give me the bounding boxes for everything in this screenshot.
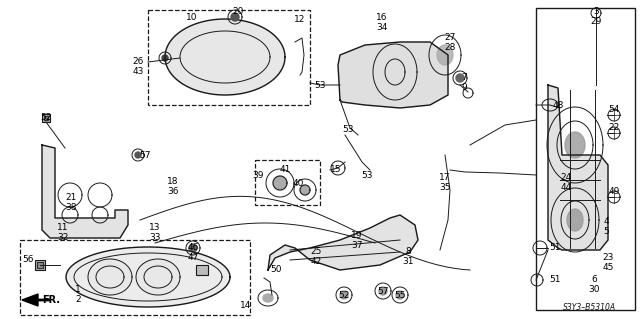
Text: 50: 50	[270, 265, 282, 275]
Bar	[255, 160, 320, 205]
Text: 11: 11	[57, 224, 68, 233]
Polygon shape	[340, 291, 348, 299]
Text: 57: 57	[377, 286, 388, 295]
Text: 4: 4	[603, 218, 609, 226]
Text: 53: 53	[342, 125, 354, 135]
Text: 8: 8	[405, 248, 411, 256]
Polygon shape	[268, 215, 418, 270]
Text: 29: 29	[590, 18, 602, 26]
Polygon shape	[338, 42, 448, 108]
Text: 40: 40	[292, 179, 304, 188]
Text: 45: 45	[602, 263, 614, 272]
Text: 9: 9	[461, 84, 467, 93]
Text: 16: 16	[376, 13, 388, 23]
Text: S3Y3–B5310A: S3Y3–B5310A	[563, 303, 616, 313]
Text: 57: 57	[140, 151, 151, 160]
Text: 39: 39	[252, 170, 264, 180]
Text: 33: 33	[149, 233, 161, 241]
Polygon shape	[231, 13, 239, 21]
Text: 31: 31	[403, 256, 413, 265]
Text: FR.: FR.	[42, 295, 60, 305]
Text: 52: 52	[339, 291, 349, 300]
Bar	[35, 260, 45, 270]
Polygon shape	[66, 247, 230, 307]
Text: 3: 3	[593, 8, 599, 17]
Text: 21: 21	[65, 194, 77, 203]
Text: 43: 43	[132, 66, 144, 76]
Polygon shape	[300, 185, 310, 195]
Text: 22: 22	[609, 123, 620, 132]
Text: 55: 55	[394, 291, 406, 300]
Polygon shape	[136, 259, 180, 295]
Bar	[42, 114, 50, 122]
Text: 13: 13	[149, 224, 161, 233]
Text: 14: 14	[240, 300, 252, 309]
Text: 35: 35	[439, 182, 451, 191]
Text: 24: 24	[561, 174, 572, 182]
Bar	[44, 116, 48, 120]
Text: 5: 5	[603, 227, 609, 236]
Polygon shape	[189, 244, 197, 252]
Text: 28: 28	[444, 42, 456, 51]
Polygon shape	[565, 132, 585, 158]
Bar	[196, 265, 208, 275]
Text: 34: 34	[376, 23, 388, 32]
Text: 23: 23	[602, 254, 614, 263]
Text: 37: 37	[351, 241, 363, 249]
Bar	[20, 240, 250, 315]
Text: 7: 7	[461, 73, 467, 83]
Text: 51: 51	[549, 276, 561, 285]
Text: 46: 46	[188, 243, 198, 253]
Polygon shape	[22, 294, 38, 306]
Text: 36: 36	[167, 187, 179, 196]
Polygon shape	[396, 291, 404, 299]
Text: 54: 54	[608, 106, 620, 115]
Text: 15: 15	[330, 166, 342, 174]
Text: 47: 47	[188, 253, 198, 262]
Text: 48: 48	[552, 100, 564, 109]
Polygon shape	[437, 45, 453, 65]
Bar	[148, 10, 310, 105]
Polygon shape	[135, 152, 141, 158]
Text: 26: 26	[132, 57, 144, 66]
Text: 19: 19	[351, 232, 363, 241]
Text: 2: 2	[75, 294, 81, 303]
Polygon shape	[165, 19, 285, 95]
Text: 52: 52	[40, 114, 52, 122]
Polygon shape	[273, 176, 287, 190]
Polygon shape	[263, 294, 273, 302]
Polygon shape	[162, 55, 168, 61]
Bar	[37, 262, 43, 268]
Polygon shape	[567, 209, 583, 231]
Text: 10: 10	[186, 13, 198, 23]
Text: 42: 42	[310, 256, 322, 265]
Text: 44: 44	[561, 182, 572, 191]
Text: 41: 41	[279, 166, 291, 174]
Text: 20: 20	[232, 8, 244, 17]
Text: 6: 6	[591, 276, 597, 285]
Text: 17: 17	[439, 174, 451, 182]
Text: 53: 53	[361, 170, 372, 180]
Text: 56: 56	[22, 256, 34, 264]
Text: 32: 32	[58, 233, 68, 241]
Polygon shape	[456, 74, 464, 82]
Text: 30: 30	[588, 285, 600, 293]
Polygon shape	[88, 259, 132, 295]
Text: 53: 53	[314, 80, 326, 90]
Text: 1: 1	[75, 286, 81, 294]
Polygon shape	[548, 85, 608, 250]
Text: 25: 25	[310, 248, 322, 256]
Text: 18: 18	[167, 177, 179, 187]
Polygon shape	[42, 145, 128, 238]
Text: 38: 38	[65, 203, 77, 211]
Text: 51: 51	[549, 243, 561, 253]
Text: 49: 49	[608, 188, 620, 197]
Bar	[536, 8, 635, 310]
Text: 12: 12	[294, 16, 306, 25]
Text: 27: 27	[444, 33, 456, 42]
Polygon shape	[379, 287, 387, 295]
